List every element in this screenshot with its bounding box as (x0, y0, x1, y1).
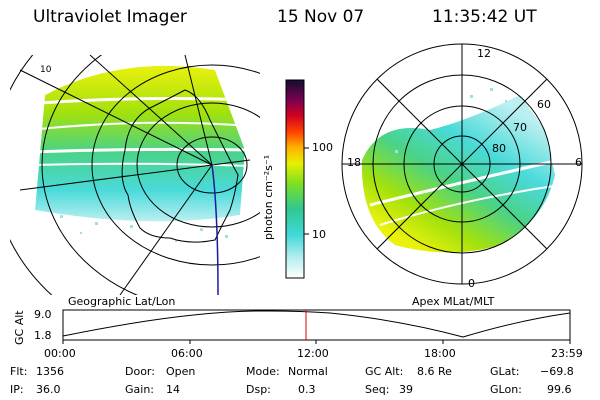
mode-value: Normal (288, 365, 328, 378)
mlt-label-0: 0 (468, 277, 475, 290)
time-readout: 11:35:42 UT (432, 7, 537, 27)
mlat-label-80: 80 (492, 142, 506, 155)
timeline-ytick-max: 9.0 (34, 308, 52, 321)
door-label: Door: (125, 365, 155, 378)
colorbar-tick-100: 100 (312, 141, 333, 154)
timeline-ytick-min: 1.8 (34, 329, 52, 342)
timeline-frame (62, 309, 571, 341)
timeline-xtick-2: 12:00 (297, 347, 329, 360)
gcalt-label: GC Alt: (365, 365, 404, 378)
glat-label: GLat: (490, 365, 520, 378)
mode-label: Mode: (246, 365, 280, 378)
seq-label: Seq: (365, 383, 390, 396)
map-corner-label: 10 (40, 65, 52, 75)
polar-caption: Apex MLat/MLT (412, 295, 495, 308)
mlt-label-18: 18 (347, 156, 361, 169)
glat-value: −69.8 (540, 365, 574, 378)
ip-label: IP: (10, 383, 24, 396)
ip-value: 36.0 (36, 383, 61, 396)
left-map-caption: Geographic Lat/Lon (68, 295, 176, 308)
mlat-label-60: 60 (537, 98, 551, 111)
mlat-label-70: 70 (513, 121, 527, 134)
timeline-xtick-1: 06:00 (171, 347, 203, 360)
dsp-label: Dsp: (246, 383, 271, 396)
flt-value: 1356 (36, 365, 64, 378)
timeline-xtick-4: 23:59 (551, 347, 583, 360)
glon-label: GLon: (490, 383, 522, 396)
date-readout: 15 Nov 07 (277, 7, 365, 27)
mlt-label-6: 6 (575, 156, 582, 169)
gcalt-value: 8.6 Re (417, 365, 452, 378)
polar-aurora-region (361, 95, 555, 253)
seq-value: 39 (399, 383, 413, 396)
gain-label: Gain: (125, 383, 154, 396)
flt-label: Flt: (10, 365, 28, 378)
altitude-curve (62, 310, 571, 338)
door-value: Open (166, 365, 196, 378)
app-title: Ultraviolet Imager (33, 7, 187, 27)
mlt-label-12: 12 (477, 47, 491, 60)
timeline-xtick-3: 18:00 (424, 347, 456, 360)
colorbar-scale (285, 79, 305, 279)
gain-value: 14 (166, 383, 180, 396)
glon-value: 99.6 (547, 383, 572, 396)
dsp-value: 0.3 (298, 383, 316, 396)
timeline-xtick-0: 00:00 (44, 347, 76, 360)
timeline-ylabel: GC Alt (13, 310, 26, 345)
colorbar-tick-10: 10 (312, 228, 326, 241)
